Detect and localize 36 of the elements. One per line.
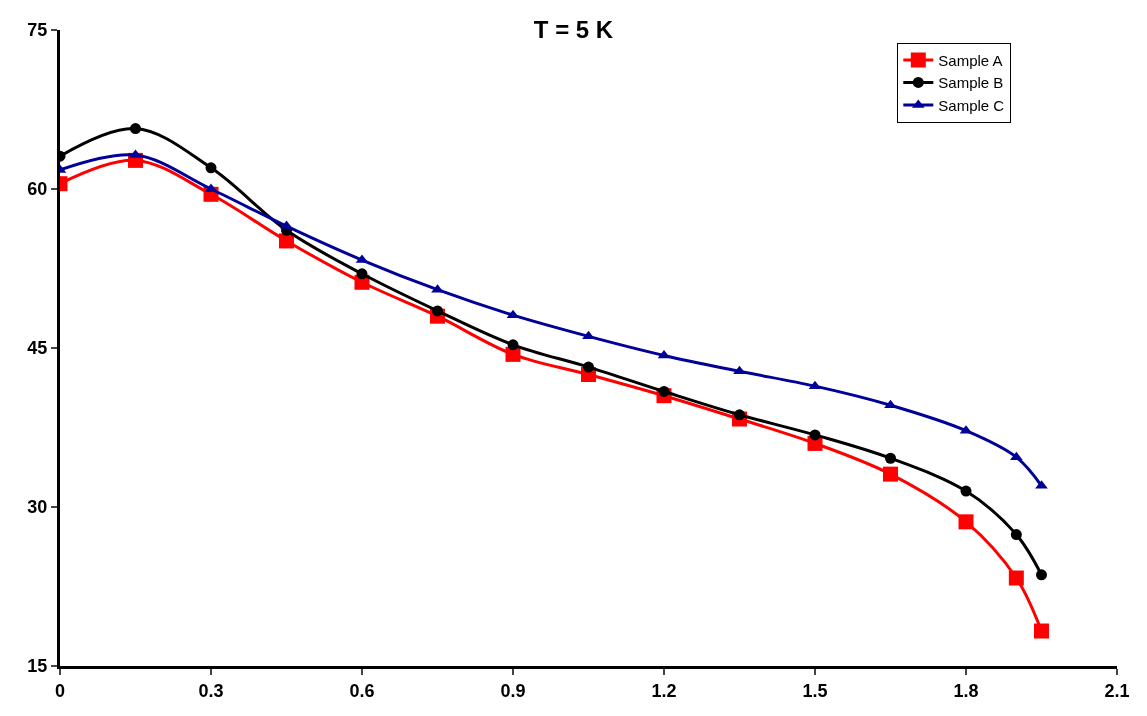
chart-title: T = 5 K	[533, 16, 614, 44]
x-tick-label: 0.6	[349, 680, 375, 701]
point	[1008, 570, 1024, 586]
point	[883, 466, 898, 482]
point	[734, 409, 745, 421]
x-tick-label: 1.5	[802, 680, 828, 701]
y-tick-label: 60	[27, 179, 48, 200]
legend-label: Sample B	[938, 74, 1004, 92]
x-tick-label: 0.9	[500, 680, 526, 701]
point	[1034, 623, 1049, 639]
point	[960, 485, 972, 497]
x-tick-label: 2.1	[1104, 680, 1130, 701]
point	[657, 349, 671, 359]
x-tick-label: 0	[54, 680, 66, 701]
point	[205, 162, 217, 174]
legend-label: Sample C	[938, 96, 1005, 114]
point	[658, 385, 670, 397]
x-tick-label: 1.2	[651, 680, 677, 701]
y-tick-label: 30	[27, 497, 48, 518]
point	[432, 305, 443, 317]
x-tick-label: 1.8	[953, 680, 979, 701]
x-tick-label: 0.3	[198, 680, 224, 701]
y-tick-label: 15	[27, 656, 48, 677]
point	[583, 361, 594, 373]
point	[809, 429, 821, 441]
point	[1010, 529, 1022, 541]
point	[733, 365, 746, 375]
point	[885, 452, 896, 464]
y-tick-label: 45	[27, 338, 48, 359]
y-tick-label: 75	[27, 20, 48, 41]
point	[958, 514, 974, 530]
legend-label: Sample A	[938, 51, 1003, 69]
point	[130, 123, 141, 135]
point	[356, 268, 368, 280]
point	[507, 339, 519, 351]
point	[1036, 569, 1047, 581]
